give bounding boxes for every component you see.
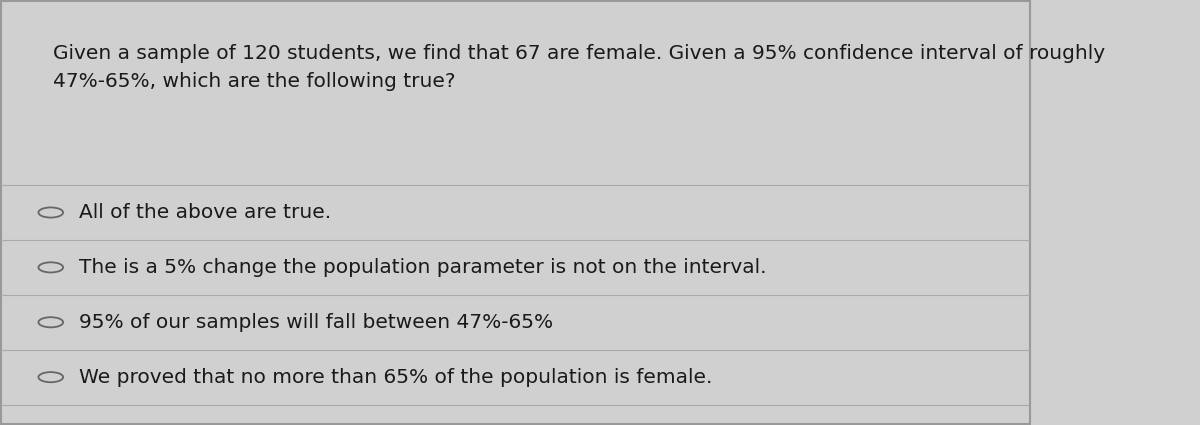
- Text: 95% of our samples will fall between 47%-65%: 95% of our samples will fall between 47%…: [78, 313, 553, 332]
- Text: All of the above are true.: All of the above are true.: [78, 203, 331, 222]
- Text: We proved that no more than 65% of the population is female.: We proved that no more than 65% of the p…: [78, 368, 712, 387]
- Text: The is a 5% change the population parameter is not on the interval.: The is a 5% change the population parame…: [78, 258, 766, 277]
- Text: Given a sample of 120 students, we find that 67 are female. Given a 95% confiden: Given a sample of 120 students, we find …: [53, 44, 1105, 91]
